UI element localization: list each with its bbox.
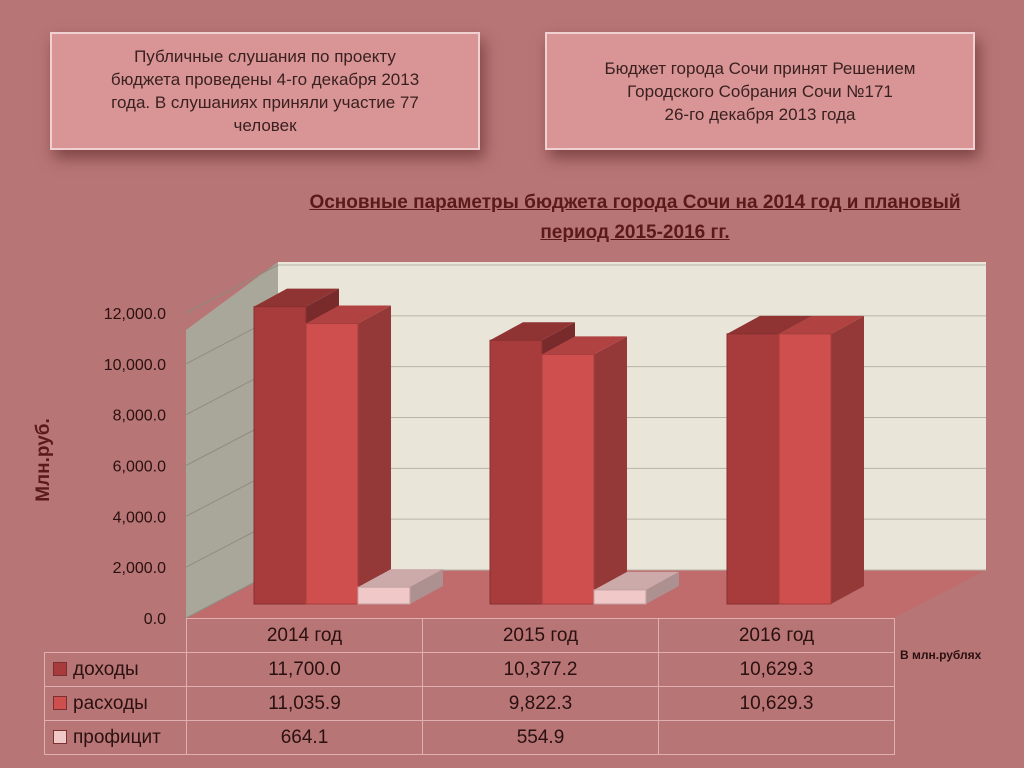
legend-swatch-expenses — [53, 696, 67, 711]
bar-side — [646, 571, 679, 604]
bar-side — [358, 305, 391, 604]
bar-side — [410, 569, 443, 604]
bar — [778, 333, 832, 605]
table-row-income: доходы 11,700.0 10,377.2 10,629.3 — [44, 652, 895, 687]
y-tick-label: 8,000.0 — [113, 408, 166, 425]
bar-top — [306, 305, 391, 324]
bar-top — [727, 315, 812, 334]
category-label: 2016 год — [658, 618, 895, 653]
data-label: 10,629.3 — [658, 652, 895, 687]
legend-swatch-income — [53, 662, 67, 677]
table-row-expenses: расходы 11,035.9 9,822.3 10,629.3 — [44, 686, 895, 721]
data-label — [658, 720, 895, 755]
chart-bars — [253, 288, 864, 605]
legend-entry-surplus: профицит — [44, 720, 187, 755]
bar-top — [358, 569, 443, 588]
hearings-info-box: Публичные слушания по проекту бюджета пр… — [50, 32, 480, 150]
table-row-surplus: профицит 664.1 554.9 — [44, 720, 895, 755]
data-label: 10,629.3 — [658, 686, 895, 721]
budget-decision-text: Бюджет города Сочи принят Решением Город… — [604, 58, 916, 124]
y-tick-label: 12,000.0 — [104, 306, 166, 323]
table-header-row: 2014 год 2015 год 2016 год — [45, 618, 895, 653]
bar-top — [254, 288, 339, 307]
data-label: 664.1 — [186, 720, 423, 755]
bar — [541, 353, 595, 605]
bar — [253, 306, 307, 605]
hearings-info-text: Публичные слушания по проекту бюджета пр… — [110, 47, 420, 135]
bar-side — [594, 336, 627, 604]
legend-label: расходы — [73, 692, 148, 714]
bar — [357, 586, 411, 605]
bar-top — [779, 315, 864, 334]
legend-label: доходы — [73, 658, 139, 680]
bar-side — [831, 315, 864, 604]
bar — [726, 333, 780, 605]
bar — [305, 323, 359, 605]
bar — [593, 589, 647, 605]
y-tick-label: 0.0 — [144, 611, 166, 628]
legend-swatch-surplus — [53, 730, 67, 745]
data-label: 10,377.2 — [422, 652, 659, 687]
data-label: 9,822.3 — [422, 686, 659, 721]
data-label: 11,700.0 — [186, 652, 423, 687]
data-label: 554.9 — [422, 720, 659, 755]
legend-label: профицит — [73, 726, 161, 748]
gridline — [185, 264, 279, 314]
bar-top — [594, 571, 679, 590]
y-tick-label: 10,000.0 — [104, 357, 166, 374]
bar — [489, 339, 543, 605]
y-tick-label: 6,000.0 — [113, 459, 166, 476]
unit-note: В млн.рублях — [900, 648, 982, 662]
bar-top — [542, 336, 627, 355]
data-table: 2014 год 2015 год 2016 год доходы 11,700… — [44, 618, 895, 755]
data-label: 11,035.9 — [186, 686, 423, 721]
category-label: 2014 год — [186, 618, 423, 653]
category-label: 2015 год — [422, 618, 659, 653]
y-axis-ticks: 0.0 2,000.0 4,000.0 6,000.0 8,000.0 10,000.0 1… — [104, 306, 166, 628]
legend-entry-income: доходы — [44, 652, 187, 687]
budget-decision-box: Бюджет города Сочи принят Решением Город… — [545, 32, 975, 150]
legend-entry-expenses: расходы — [44, 686, 187, 721]
bar-top — [490, 322, 575, 341]
y-tick-label: 2,000.0 — [113, 560, 166, 577]
table-corner — [45, 619, 187, 653]
y-tick-label: 4,000.0 — [113, 509, 166, 526]
chart-title: Основные параметры бюджета города Сочи н… — [309, 192, 961, 243]
